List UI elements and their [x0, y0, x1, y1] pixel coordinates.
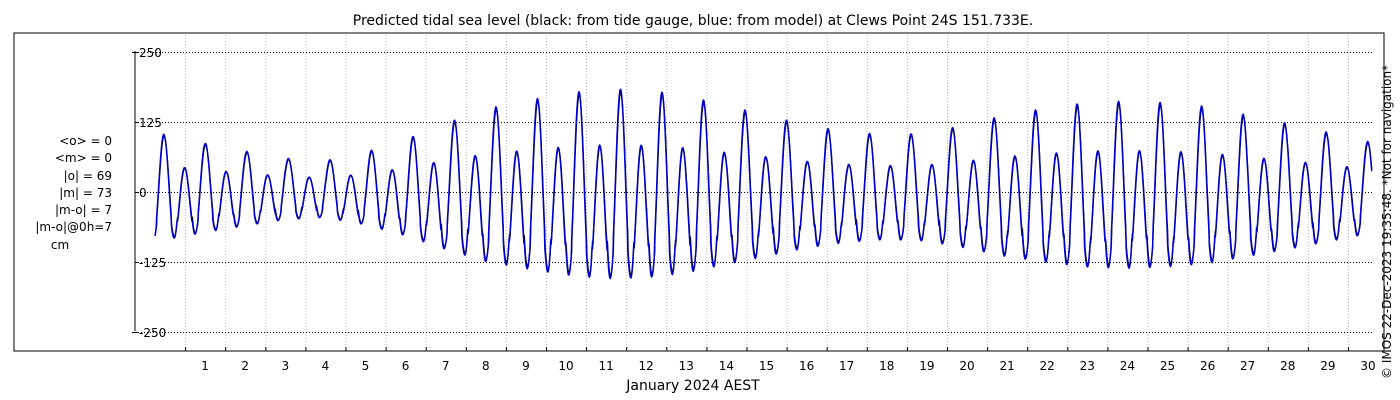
x-tick-label: 16: [799, 359, 814, 373]
x-tick-label: 4: [322, 359, 330, 373]
x-tick-label: 5: [362, 359, 370, 373]
series-line-model: [154, 88, 1373, 280]
x-tick-label: 30: [1360, 359, 1375, 373]
x-tick-label: 19: [919, 359, 934, 373]
x-tick-label: 26: [1200, 359, 1215, 373]
y-tick-label: 125: [139, 116, 162, 130]
x-tick-label: 12: [639, 359, 654, 373]
y-tick-label: 0: [139, 186, 147, 200]
stat-mean-o: <o> = 0: [59, 134, 112, 148]
credit-text: © IMOS 22-Dec-2023 19:35:48. *Not for na…: [1380, 65, 1394, 379]
x-tick-label: 25: [1160, 359, 1175, 373]
x-tick-label: 14: [719, 359, 734, 373]
x-tick-label: 22: [1040, 359, 1055, 373]
x-tick-label: 15: [759, 359, 774, 373]
chart-title: Predicted tidal sea level (black: from t…: [353, 13, 1033, 29]
x-tick-label: 10: [558, 359, 573, 373]
y-tick-label: -250: [139, 326, 166, 340]
stat-abs-diff: |m-o| = 7: [55, 203, 112, 218]
x-tick-label: 29: [1320, 359, 1335, 373]
x-tick-label: 7: [442, 359, 450, 373]
grid-lines: [135, 35, 1372, 351]
x-tick-label: 8: [482, 359, 490, 373]
stat-abs-diff-0h: |m-o|@0h=7: [35, 220, 112, 235]
x-tick-label: 17: [839, 359, 854, 373]
x-tick-label: 6: [402, 359, 410, 373]
x-tick-label: 13: [679, 359, 694, 373]
x-tick-label: 1: [201, 359, 209, 373]
x-tick-label: 27: [1240, 359, 1255, 373]
x-tick-label: 2: [241, 359, 249, 373]
x-tick-label: 24: [1120, 359, 1135, 373]
x-axis-label: January 2024 AEST: [625, 378, 760, 394]
x-tick-label: 18: [879, 359, 894, 373]
y-tick-label: -125: [139, 256, 166, 270]
x-tick-label: 23: [1080, 359, 1095, 373]
x-tick-label: 9: [522, 359, 530, 373]
series-lines: [154, 88, 1373, 280]
stat-mean-m: <m> = 0: [54, 151, 112, 166]
y-tick-labels: -250 -125 0 125 250: [132, 46, 166, 340]
stat-abs-m: |m| = 73: [59, 185, 112, 200]
x-tick-labels: 1 2 3 4 5 6 7 8 9 10 11 12 13 14 15 16 17 18 19 20 21 22 23 24 2…: [185, 347, 1376, 373]
x-tick-label: 3: [281, 359, 289, 373]
y-tick-label: 250: [139, 46, 162, 60]
x-tick-label: 21: [999, 359, 1014, 373]
x-tick-label: 28: [1280, 359, 1295, 373]
stat-unit: cm: [50, 237, 70, 252]
x-tick-label: 20: [959, 359, 974, 373]
stat-abs-o: |o| = 69: [63, 168, 112, 183]
x-tick-label: 11: [598, 359, 613, 373]
statistics-panel: <o> = 0 <m> = 0 |o| = 69 |m| = 73 |m-o| …: [14, 133, 112, 254]
